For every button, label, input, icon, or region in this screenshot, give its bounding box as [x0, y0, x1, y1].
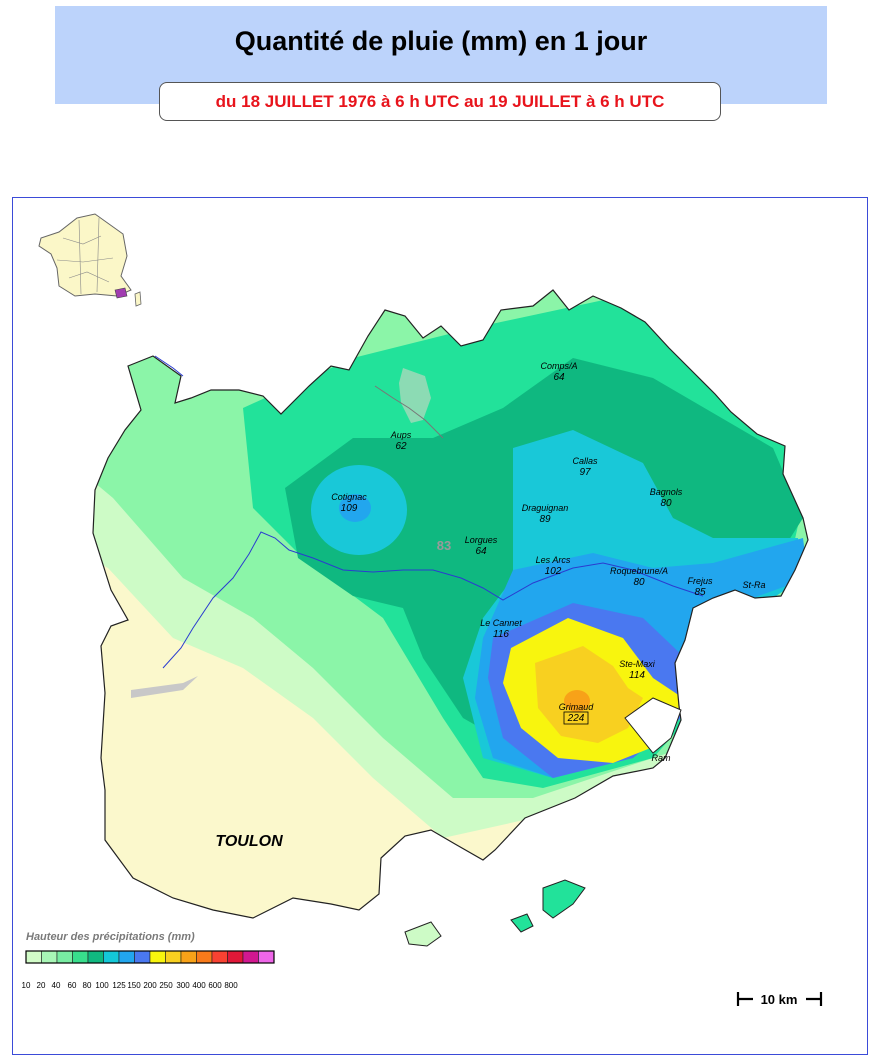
legend-color-bar: 10 20 40 60 80 100 125 150 200 250 300 400 600 800: [22, 950, 275, 990]
legend-swatch-7: [118, 950, 135, 964]
max-value-box: [563, 711, 589, 725]
station-value-5: 80: [660, 498, 672, 509]
scale-label: 10 km: [761, 992, 798, 1007]
legend-swatch-15: [242, 950, 259, 964]
station-name-5: Bagnols: [650, 487, 683, 497]
station-value-1: 64: [553, 372, 565, 383]
station-name-7: Lorgues: [465, 535, 498, 545]
legend-swatch-5: [87, 950, 104, 964]
legend-tick-13: 600: [208, 981, 222, 990]
station-name-12: Le Cannet: [480, 618, 522, 628]
station-name-6: Draguignan: [522, 503, 569, 513]
station-value-10: 85: [694, 587, 706, 598]
station-layer: Comps/A64Aups62Callas97Cotignac109Bagnol…: [331, 361, 765, 763]
legend-tick-12: 400: [192, 981, 206, 990]
station-value-12: 116: [493, 629, 509, 640]
legend-tick-11: 300: [176, 981, 190, 990]
legend-tick-4: 60: [68, 981, 77, 990]
station-name-8: Les Arcs: [536, 555, 571, 565]
station-name-1: Comps/A: [540, 361, 577, 371]
legend-swatch-16: [258, 950, 275, 964]
station-name-15: Ram: [651, 753, 671, 763]
scale-bar: 10 km: [736, 992, 823, 1007]
station-value-8: 102: [545, 566, 562, 577]
legend-swatch-4: [72, 950, 89, 964]
france-inset-map: [38, 213, 142, 307]
legend-swatch-13: [211, 950, 228, 964]
legend: Hauteur des précipitations (mm) 10 20 40 60…: [22, 931, 275, 990]
date-range-label: du 18 JUILLET 1976 à 6 h UTC au 19 JUILL…: [159, 82, 721, 121]
legend-swatch-8: [134, 950, 151, 964]
station-value-4: 109: [341, 503, 358, 514]
station-name-9: Roquebrune/A: [610, 566, 668, 576]
legend-tick-1: 10: [22, 981, 31, 990]
station-name-13: Ste-Maxi: [619, 659, 656, 669]
station-name-2: Aups: [390, 430, 412, 440]
page-title: Quantité de pluie (mm) en 1 jour: [234, 26, 648, 56]
station-value-6: 89: [539, 514, 551, 525]
legend-tick-6: 100: [95, 981, 109, 990]
station-name-10: Frejus: [687, 576, 713, 586]
legend-tick-8: 150: [127, 981, 141, 990]
station-name-4: Cotignac: [331, 492, 367, 502]
legend-tick-5: 80: [83, 981, 92, 990]
legend-tick-14: 800: [224, 981, 238, 990]
map-labels: 83 TOULON Comps/A64Aups62Callas97Cotigna…: [215, 361, 765, 850]
legend-tick-3: 40: [52, 981, 61, 990]
legend-swatch-12: [196, 950, 213, 964]
station-value-2: 62: [395, 441, 407, 452]
station-name-3: Callas: [572, 456, 598, 466]
rainfall-map: 83 TOULON Comps/A64Aups62Callas97Cotigna…: [22, 213, 823, 1007]
legend-swatch-10: [165, 950, 182, 964]
legend-tick-7: 125: [112, 981, 126, 990]
legend-swatch-6: [103, 950, 120, 964]
legend-swatch-2: [41, 950, 58, 964]
map-frame: 83 TOULON Comps/A 64 Aups 62 Callas 97 Cotigna…: [12, 197, 868, 1055]
legend-swatch-1: [25, 950, 42, 964]
station-value-7: 64: [475, 546, 487, 557]
station-name-11: St-Ra: [742, 580, 765, 590]
department-code-label: 83: [437, 538, 451, 553]
legend-swatch-3: [56, 950, 73, 964]
station-value-13: 114: [629, 670, 645, 681]
legend-tick-9: 200: [143, 981, 157, 990]
station-value-14: 224: [567, 713, 585, 724]
legend-swatch-14: [227, 950, 244, 964]
var-department: [92, 289, 809, 947]
city-label-toulon: TOULON: [215, 833, 283, 850]
legend-swatch-11: [180, 950, 197, 964]
legend-title: Hauteur des précipitations (mm): [26, 931, 195, 943]
legend-swatch-9: [149, 950, 166, 964]
station-value-9: 80: [633, 577, 645, 588]
legend-tick-10: 250: [159, 981, 173, 990]
station-name-14: Grimaud: [559, 702, 595, 712]
station-value-3: 97: [579, 467, 591, 478]
legend-tick-2: 20: [37, 981, 46, 990]
